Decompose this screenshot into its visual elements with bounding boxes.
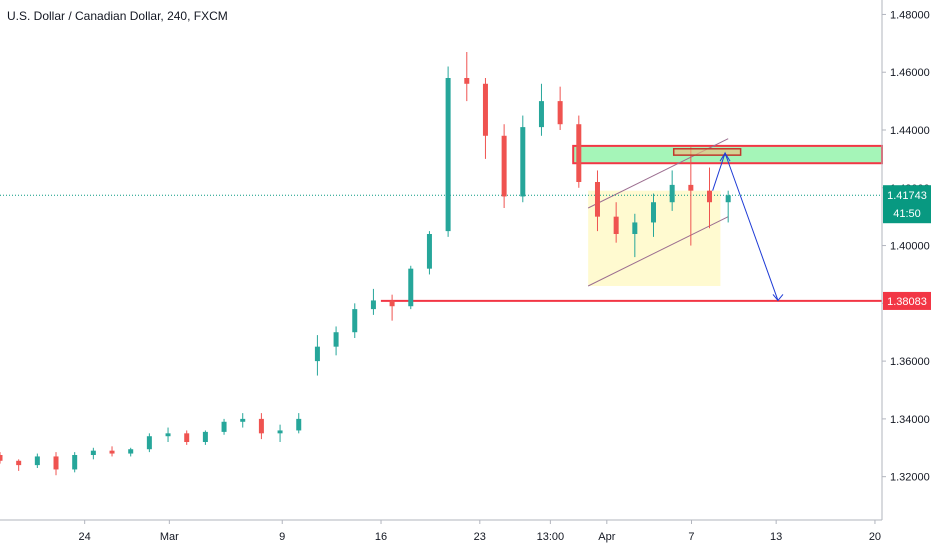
candle-body (109, 450, 115, 454)
candle-body (370, 300, 376, 310)
current-price-countdown: 41:50 (893, 208, 921, 220)
y-tick-label: 1.44000 (890, 125, 930, 137)
candle-body (72, 455, 78, 470)
candle-body (90, 450, 96, 455)
candle-body (594, 182, 600, 217)
y-tick-label: 1.48000 (890, 9, 930, 21)
candle-body (501, 135, 507, 197)
candle-body (408, 268, 414, 307)
y-tick-label: 1.32000 (890, 472, 930, 484)
y-tick-label: 1.40000 (890, 241, 930, 253)
candle-body (632, 222, 638, 234)
candle-body (426, 234, 432, 269)
plot-area (0, 0, 883, 520)
candle-body (613, 216, 619, 234)
current-price-value: 1.41743 (887, 190, 927, 202)
projection-end-arrowhead (772, 294, 784, 302)
candle-body (725, 195, 731, 203)
candle-body (202, 431, 208, 442)
candle-body (296, 418, 302, 431)
x-tick-label: 20 (869, 531, 881, 543)
y-axis: 1.480001.460001.440001.420001.400001.380… (881, 0, 931, 520)
candle-body (482, 83, 488, 136)
x-tick-label: 16 (375, 531, 387, 543)
y-tick-label: 1.34000 (890, 414, 930, 426)
candle-body (669, 184, 675, 203)
x-tick-label: Mar (160, 531, 179, 543)
candle-body (538, 101, 544, 128)
candle-body (445, 78, 451, 232)
x-tick-label: 13:00 (537, 531, 565, 543)
y-tick-label: 1.46000 (890, 67, 930, 79)
x-tick-label: Apr (598, 531, 615, 543)
current-price-tag-bg (883, 185, 931, 224)
candle-body (258, 418, 264, 434)
candle-body (146, 436, 152, 450)
candle-body (16, 460, 22, 466)
chart-title: U.S. Dollar / Canadian Dollar, 240, FXCM (7, 9, 228, 23)
candle-body (0, 455, 3, 461)
x-tick-label: 24 (79, 531, 91, 543)
candle-body (352, 309, 358, 333)
candle-body (128, 449, 134, 454)
candle-body (34, 456, 40, 466)
candle-body (314, 346, 320, 362)
x-ticks: 24 Mar 9 16 23 13:00 Apr 7 13 20 (79, 520, 881, 543)
candle-body (557, 101, 563, 125)
candle-body (333, 332, 339, 347)
candle-body (576, 124, 582, 182)
candle-body (650, 202, 656, 223)
projection-arrowhead (719, 152, 731, 162)
candle-body (707, 190, 713, 203)
small-resistance-box (672, 148, 742, 156)
candle-body (221, 421, 227, 432)
x-tick-label: 7 (688, 531, 694, 543)
candle-body (277, 430, 283, 434)
x-tick-label: 9 (279, 531, 285, 543)
candle-body (53, 456, 59, 470)
candles (0, 52, 731, 476)
channel-lower-line (587, 216, 729, 287)
support-tag: 1.38083 (883, 291, 931, 310)
candle-body (688, 184, 694, 191)
x-axis: 24 Mar 9 16 23 13:00 Apr 7 13 20 (0, 519, 882, 543)
candle-body (240, 418, 246, 422)
support-value: 1.38083 (887, 296, 927, 308)
x-tick-label: 13 (770, 531, 782, 543)
x-tick-label: 23 (474, 531, 486, 543)
plot-background (0, 0, 882, 520)
y-tick-label: 1.36000 (890, 356, 930, 368)
candle-body (184, 433, 190, 442)
candle-body (520, 127, 526, 197)
support-tag-bg (883, 291, 931, 310)
y-ticks: 1.480001.460001.440001.420001.400001.380… (882, 9, 930, 484)
current-price-tag: 1.41743 41:50 (883, 185, 931, 224)
candle-body (389, 300, 395, 307)
candle-body (165, 433, 171, 437)
candle-body (464, 78, 470, 84)
